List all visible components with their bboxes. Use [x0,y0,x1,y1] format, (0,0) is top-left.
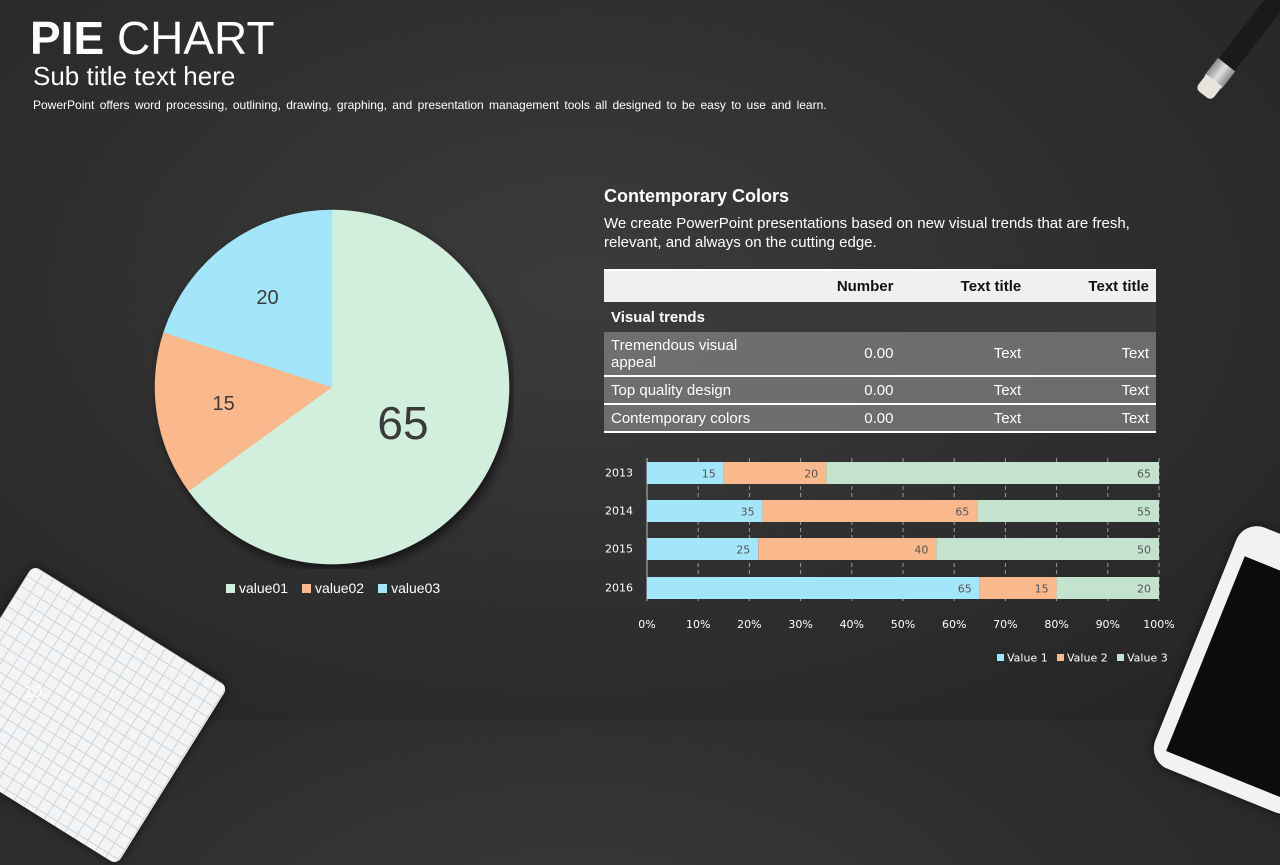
bar-data-label: 40 [914,544,928,557]
bar-segment [1056,577,1159,599]
bar-segment [826,462,1159,484]
table-header-row: Number Text title Text title [604,270,1156,302]
bar-data-label: 15 [1035,583,1049,596]
x-tick-label: 60% [942,618,966,631]
table-cell: Contemporary colors [611,409,751,427]
legend-swatch [1057,654,1064,661]
table-section-label: Visual trends [611,308,705,326]
legend-label: value01 [239,580,289,596]
section-heading: Contemporary Colors [604,186,790,206]
legend-swatch [226,583,235,593]
pencil-decoration [1180,0,1280,116]
pie-legend: value01 value02 value03 [226,580,440,596]
bar-segment [936,538,1159,560]
x-tick-label: 90% [1096,618,1120,631]
legend-label: Value 1 [1007,652,1048,665]
y-tick-label: 2013 [605,467,633,480]
page-title: PIE CHART [30,12,275,64]
x-tick-label: 70% [993,618,1017,631]
bar-data-label: 55 [1137,506,1151,519]
table-cell: 0.00 [864,381,894,399]
legend-label: Value 3 [1127,652,1168,665]
page-subtitle: Sub title text here [33,61,236,91]
table-section-row: Visual trends [604,302,1156,332]
bar-data-label: 20 [804,468,818,481]
pie-data-label: 15 [212,393,234,415]
bar-segment [647,462,724,484]
table-cell: Text [993,409,1022,427]
bar-data-label: 65 [1137,468,1151,481]
legend-item: value03 [378,580,440,596]
y-tick-label: 2016 [605,582,633,595]
bar-data-label: 35 [741,506,755,519]
bar-data-label: 20 [1137,583,1151,596]
page-number: 10 [24,684,42,701]
legend-item: value01 [226,580,288,596]
legend-swatch [378,583,388,593]
title-bold: PIE [30,12,105,64]
pie-slice-value03 [163,209,333,388]
bar-segment [979,577,1057,599]
table-header-cell: Number [836,278,894,295]
data-table: Number Text title Text title Visual tren… [604,269,1156,433]
section-body: We create PowerPoint presentations based… [604,215,1130,251]
notepad-decoration [0,565,229,865]
table-cell: Text [1121,381,1149,399]
pie-chart-svg: 65 15 20 [154,209,510,565]
bar-segment [977,500,1159,522]
table-cell: Text [1121,345,1149,362]
legend-swatch [997,654,1004,661]
table-cell: 0.00 [864,409,894,427]
table-row: Contemporary colors 0.00 Text Text [604,404,1156,432]
legend-label: value02 [315,580,365,596]
legend-swatch [1117,654,1124,661]
bar-segment [647,500,763,522]
table-cell: Tremendous visual appeal [611,336,738,371]
x-tick-label: 20% [737,618,761,631]
bar-segment [647,538,759,560]
y-tick-label: 2014 [605,505,633,518]
table-cell: Text [993,381,1022,399]
table-row: Tremendous visual appeal 0.00 Text Text [604,332,1156,376]
bar-data-label: 65 [955,506,969,519]
y-tick-label: 2015 [605,543,633,556]
legend-label: Value 2 [1067,652,1108,665]
x-tick-label: 40% [840,618,864,631]
table-header-cell: Text title [960,278,1022,295]
bar-data-label: 15 [702,468,716,481]
table-cell: Text [993,345,1022,362]
pie-data-label: 65 [377,397,428,449]
table-header-cell: Text title [1088,278,1149,295]
bar-segment [758,538,937,560]
legend-swatch [302,583,312,593]
x-tick-label: 100% [1143,618,1174,631]
legend-item: value02 [302,580,364,596]
bar-segment [647,577,980,599]
pie-data-label: 20 [256,287,278,309]
x-tick-label: 0% [638,618,655,631]
table-cell: 0.00 [864,345,894,362]
pie-slice-value01 [188,209,510,565]
x-tick-label: 10% [686,618,710,631]
stacked-bar-chart: 0% 10% 20% 30% 40% 50% 60% 70% 80% 90% 100% 15 20 65 2… [605,458,1175,665]
page-description: PowerPoint offers word processing, outli… [33,98,827,112]
x-tick-label: 30% [788,618,812,631]
table-cell: Text [1121,409,1149,427]
x-tick-label: 50% [891,618,915,631]
title-rest: CHART [116,12,275,64]
bar-data-label: 65 [958,583,972,596]
table-header-cell [604,270,763,302]
legend-label: value03 [391,580,441,596]
pie-slice-value02 [154,331,333,492]
bar-segment [723,462,827,484]
table-row: Top quality design 0.00 Text Text [604,376,1156,404]
bar-data-label: 25 [736,544,750,557]
bar-data-label: 50 [1137,544,1151,557]
pie-chart: 65 15 20 [150,205,514,574]
table-cell: Top quality design [611,381,732,399]
x-tick-label: 80% [1044,618,1068,631]
bar-segment [762,500,978,522]
